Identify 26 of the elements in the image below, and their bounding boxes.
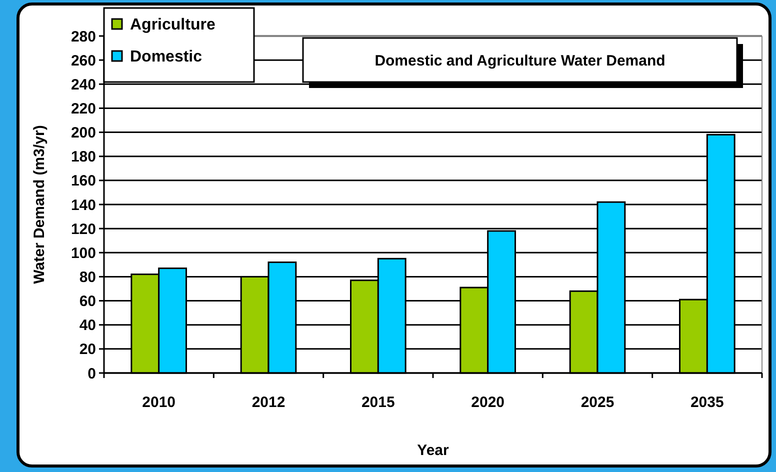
y-axis-title: Water Demand (m3/yr) — [31, 125, 48, 284]
y-tick-label: 200 — [70, 124, 96, 142]
y-tick-label: 60 — [79, 293, 96, 310]
y-tick-label: 220 — [70, 100, 96, 118]
x-tick-label: 2010 — [142, 394, 176, 411]
y-tick-label: 40 — [79, 317, 96, 334]
legend-label: Agriculture — [130, 16, 216, 34]
y-tick-label: 120 — [70, 220, 96, 238]
x-tick-label: 2035 — [690, 394, 724, 411]
x-axis-title: Year — [417, 442, 450, 459]
text: Domestic and Agriculture Water Demand — [374, 52, 666, 70]
y-tick-label: 20 — [79, 341, 96, 358]
x-tick-label: 2020 — [471, 394, 505, 411]
y-tick-label: 240 — [70, 76, 96, 94]
y-tick-label: 0 — [88, 365, 96, 382]
y-tick-label: 80 — [79, 268, 96, 286]
y-tick-label: 280 — [70, 28, 96, 46]
x-tick-label: 2015 — [361, 394, 395, 411]
y-tick-label: 140 — [70, 196, 96, 214]
y-tick-label: 100 — [70, 244, 96, 262]
y-tick-label: 160 — [70, 172, 96, 190]
x-tick-label: 2012 — [252, 394, 286, 411]
y-tick-label: 260 — [70, 52, 96, 70]
x-tick-label: 2025 — [580, 394, 614, 411]
y-tick-label: 180 — [70, 148, 96, 166]
legend-label: Domestic — [130, 48, 202, 66]
